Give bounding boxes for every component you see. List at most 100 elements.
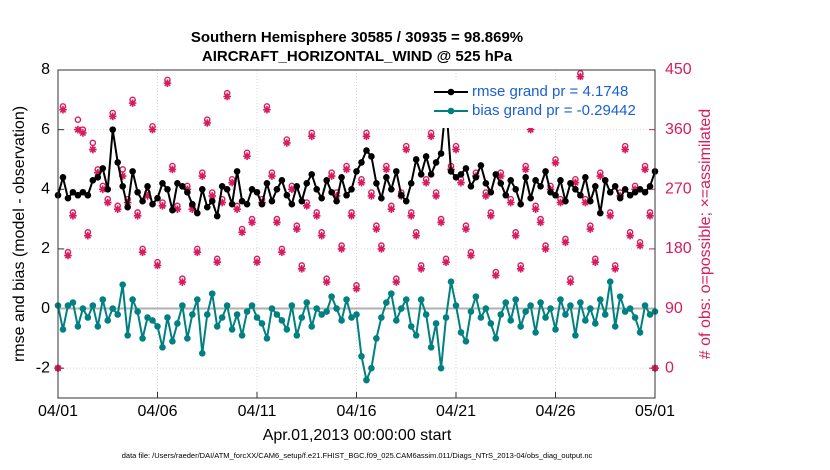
point [139, 335, 146, 342]
point [59, 174, 67, 181]
x-tick-label: 04/26 [535, 403, 575, 420]
point [253, 188, 261, 196]
point [368, 153, 375, 160]
point [328, 293, 335, 300]
point [412, 156, 420, 163]
point [487, 188, 495, 196]
point [496, 172, 505, 180]
point [208, 290, 216, 297]
y2-tick-label: 0 [665, 359, 674, 376]
point [323, 308, 330, 315]
point [363, 376, 370, 384]
point [636, 241, 644, 250]
point [332, 192, 341, 200]
point [592, 182, 599, 190]
point [263, 105, 271, 114]
point [283, 191, 291, 199]
point [646, 311, 654, 318]
point [174, 180, 181, 187]
point [467, 251, 475, 260]
point [611, 264, 619, 273]
point [208, 192, 217, 200]
point [567, 180, 574, 187]
point [233, 311, 241, 318]
point [457, 178, 465, 187]
point [348, 185, 355, 193]
point [194, 296, 201, 303]
point [407, 323, 415, 330]
point [213, 323, 221, 330]
point [223, 92, 231, 101]
point [347, 211, 356, 220]
point [457, 329, 465, 336]
point [596, 172, 605, 180]
point [512, 296, 519, 303]
point [572, 332, 579, 339]
point [218, 198, 226, 207]
series [54, 99, 659, 220]
point [238, 332, 246, 339]
point [148, 125, 157, 134]
point [258, 320, 266, 327]
point [531, 205, 540, 213]
point [577, 299, 584, 306]
x-tick-label: 04/06 [137, 403, 177, 420]
point [377, 245, 386, 253]
point [243, 200, 251, 208]
point [203, 119, 212, 127]
point [587, 197, 594, 205]
point [59, 105, 67, 114]
point [208, 197, 216, 205]
point [581, 198, 590, 207]
y2-axis-label: # of obs: o=possible; ×=assimilated [697, 109, 714, 359]
point [402, 145, 411, 154]
point [84, 314, 92, 321]
point [283, 326, 291, 333]
point [527, 302, 534, 309]
point [303, 299, 311, 306]
point [213, 258, 221, 266]
point [641, 188, 649, 196]
point [357, 178, 366, 187]
point [188, 205, 197, 213]
point [64, 194, 72, 202]
point [582, 317, 589, 324]
point [238, 228, 246, 237]
point [373, 180, 380, 187]
point [218, 182, 226, 190]
point [293, 225, 301, 233]
point [447, 168, 455, 175]
point [283, 139, 291, 147]
point [174, 320, 181, 327]
point [631, 188, 639, 196]
point [89, 177, 97, 184]
point [79, 305, 87, 312]
point [442, 314, 450, 321]
point [522, 308, 529, 315]
point [646, 182, 654, 190]
point [621, 308, 629, 315]
point [213, 212, 221, 220]
point [297, 264, 306, 273]
point [437, 364, 445, 372]
point [636, 329, 644, 336]
legend: rmse grand pr = 4.1748 bias grand pr = -0… [432, 80, 650, 128]
point [526, 125, 535, 134]
point [98, 185, 107, 194]
x-tick-label: 04/21 [436, 403, 476, 420]
point [164, 314, 171, 321]
point [552, 326, 559, 333]
point [263, 180, 271, 187]
point [69, 211, 77, 220]
point [74, 191, 82, 199]
point [646, 211, 654, 220]
point [104, 185, 112, 193]
point [343, 296, 350, 303]
point [198, 349, 206, 357]
point [402, 296, 410, 303]
point [636, 185, 644, 193]
point [502, 191, 510, 199]
point [84, 231, 92, 240]
point [243, 308, 251, 315]
point [506, 198, 515, 207]
